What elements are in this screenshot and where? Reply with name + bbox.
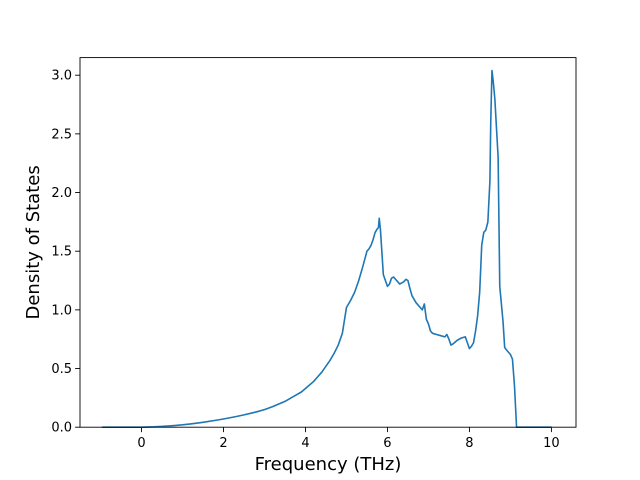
x-tick-label: 2	[219, 436, 227, 451]
y-tick-label: 3.0	[51, 69, 72, 84]
y-axis-ticks: 0.0 0.5 1.0 1.5 2.0 2.5 3.0	[51, 69, 80, 436]
dos-series-line	[101, 69, 553, 428]
x-axis-ticks: 0 2 4 6 8 10	[137, 427, 560, 451]
x-tick-label: 0	[137, 436, 145, 451]
plot-area-frame	[79, 57, 577, 428]
y-tick-label: 1.0	[51, 303, 72, 318]
x-tick-label: 8	[465, 436, 473, 451]
y-tick-label: 0.5	[51, 362, 72, 377]
x-axis-label: Frequency (THz)	[255, 454, 402, 475]
y-tick-label: 0.0	[51, 421, 72, 436]
y-axis-label: Density of States	[23, 165, 44, 319]
y-tick-label: 2.0	[51, 186, 72, 201]
x-tick-label: 10	[543, 436, 560, 451]
x-tick-label: 4	[301, 436, 309, 451]
y-tick-label: 2.5	[51, 127, 72, 142]
x-tick-label: 6	[383, 436, 391, 451]
y-tick-label: 1.5	[51, 245, 72, 260]
